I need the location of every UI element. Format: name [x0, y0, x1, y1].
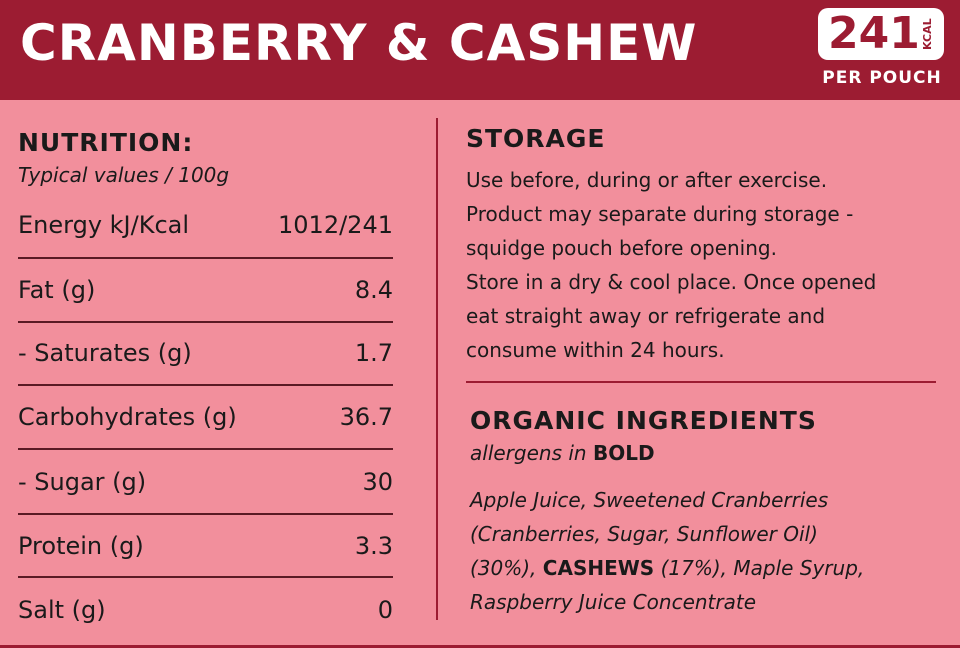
ingredients-text-part: (30%), — [470, 556, 543, 580]
allergen-note-bold: BOLD — [592, 441, 655, 465]
storage-line: consume within 24 hours. — [466, 338, 725, 362]
per-pouch-label: PER POUCH — [822, 68, 942, 88]
ingredients-heading: ORGANIC INGREDIENTS — [470, 406, 817, 435]
nutrition-row-protein: Protein (g) 3.3 — [18, 514, 393, 578]
kcal-value: 241 — [828, 8, 920, 59]
nutrition-value: 8.4 — [354, 276, 393, 304]
row-divider — [18, 384, 393, 386]
nutrition-value: 1.7 — [354, 339, 393, 367]
storage-heading: STORAGE — [466, 124, 606, 153]
storage-text: Use before, during or after exercise. Pr… — [466, 163, 946, 367]
storage-line: eat straight away or refrigerate and — [466, 304, 826, 328]
row-divider — [18, 321, 393, 323]
allergen-cashews: CASHEWS — [542, 556, 655, 580]
nutrition-row-fat: Fat (g) 8.4 — [18, 258, 393, 322]
nutrition-value: 3.3 — [354, 532, 393, 560]
nutrition-row-energy: Energy kJ/Kcal 1012/241 — [18, 193, 393, 257]
nutrition-subheading: Typical values / 100g — [18, 163, 230, 187]
nutrition-row-sugar: - Sugar (g) 30 — [18, 450, 393, 514]
storage-line: Product may separate during storage - — [466, 202, 854, 226]
nutrition-label: Fat (g) — [18, 276, 96, 304]
ingredients-text: Apple Juice, Sweetened Cranberries (Cran… — [470, 483, 950, 619]
nutrition-row-salt: Salt (g) 0 — [18, 578, 393, 642]
ingredients-line: (Cranberries, Sugar, Sunflower Oil) — [470, 522, 818, 546]
nutrition-label: - Sugar (g) — [18, 468, 147, 496]
ingredients-panel: ORGANIC INGREDIENTS allergens in BOLD Ap… — [470, 406, 950, 619]
nutrition-label: Protein (g) — [18, 532, 144, 560]
nutrition-panel: NUTRITION: Typical values / 100g Energy … — [18, 128, 393, 624]
allergen-note: allergens in BOLD — [470, 441, 950, 465]
nutrition-row-saturates: - Saturates (g) 1.7 — [18, 321, 393, 385]
ingredients-text-part: (17%), Maple Syrup, — [654, 556, 865, 580]
nutrition-label: - Saturates (g) — [18, 339, 192, 367]
header-bar: CRANBERRY & CASHEW 241 KCAL PER POUCH — [0, 0, 960, 100]
nutrition-label: Carbohydrates (g) — [18, 403, 237, 431]
row-divider — [18, 257, 393, 259]
nutrition-label: Salt (g) — [18, 596, 106, 624]
nutrition-value: 1012/241 — [278, 211, 393, 239]
nutrition-value: 0 — [377, 596, 393, 624]
bottom-border — [0, 645, 960, 648]
column-divider — [436, 118, 438, 620]
ingredients-line: (30%), CASHEWS (17%), Maple Syrup, — [470, 551, 950, 585]
section-divider — [466, 381, 936, 383]
nutrition-value: 36.7 — [339, 403, 393, 431]
row-divider — [18, 513, 393, 515]
row-divider — [18, 576, 393, 578]
nutrition-value: 30 — [362, 468, 393, 496]
nutrition-label: Energy kJ/Kcal — [18, 211, 190, 239]
kcal-badge: 241 KCAL — [818, 8, 944, 60]
ingredients-line: Apple Juice, Sweetened Cranberries — [470, 488, 829, 512]
ingredients-line: Raspberry Juice Concentrate — [470, 590, 757, 614]
storage-line: Store in a dry & cool place. Once opened — [466, 270, 877, 294]
storage-line: Use before, during or after exercise. — [466, 168, 828, 192]
storage-line: squidge pouch before opening. — [466, 236, 777, 260]
nutrition-row-carbohydrates: Carbohydrates (g) 36.7 — [18, 385, 393, 449]
nutrition-heading: NUTRITION: — [18, 128, 194, 157]
row-divider — [18, 448, 393, 450]
kcal-unit: KCAL — [921, 18, 934, 50]
allergen-note-prefix: allergens in — [470, 441, 593, 465]
storage-panel: STORAGE Use before, during or after exer… — [466, 124, 946, 367]
product-title: CRANBERRY & CASHEW — [20, 14, 698, 72]
